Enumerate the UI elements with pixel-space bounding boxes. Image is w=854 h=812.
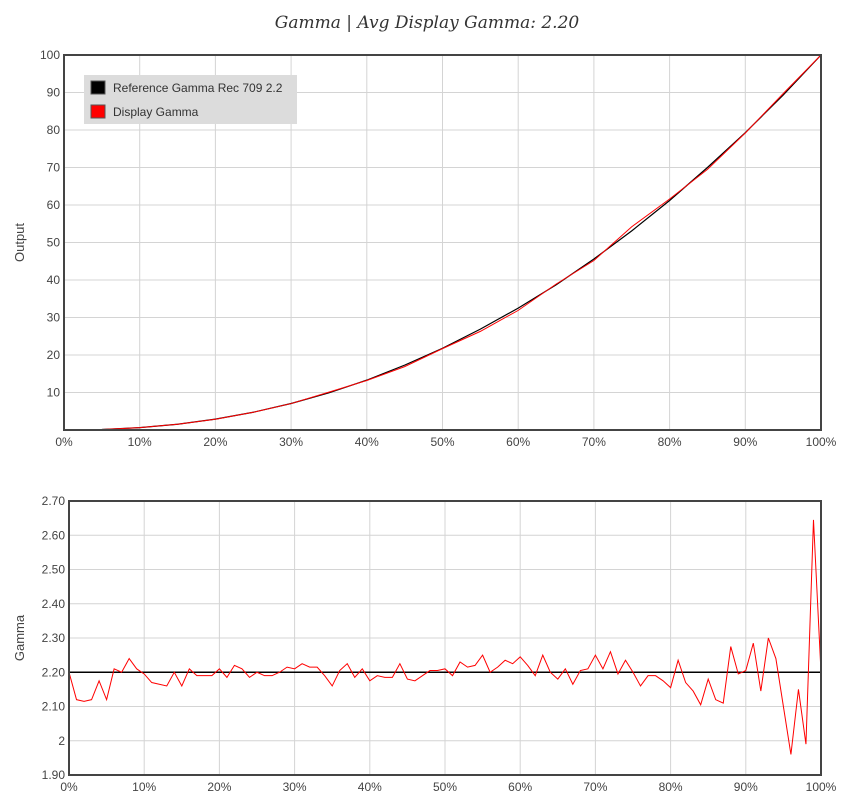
chart-title: Gamma | Avg Display Gamma: 2.20 — [275, 13, 580, 33]
output-x-tick-label: 100% — [806, 435, 837, 449]
gamma-x-tick-label: 0% — [60, 780, 78, 794]
output-x-tick-label: 10% — [128, 435, 152, 449]
gamma-y-tick-label: 2 — [58, 734, 65, 748]
gamma-y-tick-label: 2.30 — [42, 631, 66, 645]
output-x-tick-label: 20% — [203, 435, 227, 449]
legend-swatch-display — [90, 104, 106, 119]
display-gamma-line — [68, 519, 822, 755]
gamma-plot: 0% 10% 20% 30% 40% 50% 60% 70% 80% 90% 100% 1.90 2 2.… — [12, 494, 837, 794]
gamma-x-tick-label: 70% — [583, 780, 607, 794]
gamma-x-tick-label: 50% — [433, 780, 457, 794]
gamma-x-tick-label: 90% — [734, 780, 758, 794]
output-x-tick-label: 30% — [279, 435, 303, 449]
legend-label-reference: Reference Gamma Rec 709 2.2 — [113, 81, 283, 95]
output-y-tick-label: 50 — [47, 236, 61, 250]
output-x-tick-label: 0% — [55, 435, 73, 449]
display-gamma-line — [63, 54, 822, 431]
gamma-plot-border — [68, 500, 822, 776]
output-x-tick-label: 60% — [506, 435, 530, 449]
gamma-tick-labels: 0% 10% 20% 30% 40% 50% 60% 70% 80% 90% 100% 1.90 2 2.… — [42, 494, 837, 794]
gamma-y-tick-label: 2.60 — [42, 528, 66, 542]
output-y-tick-label: 10 — [47, 386, 61, 400]
gamma-y-tick-label: 2.20 — [42, 665, 66, 679]
output-x-tick-label: 40% — [355, 435, 379, 449]
output-y-tick-label: 90 — [47, 86, 61, 100]
gamma-series — [68, 519, 822, 755]
output-y-tick-label: 20 — [47, 348, 61, 362]
output-x-tick-label: 70% — [582, 435, 606, 449]
gamma-x-tick-label: 20% — [207, 780, 231, 794]
gamma-y-tick-label: 2.40 — [42, 597, 66, 611]
output-y-tick-label: 30 — [47, 311, 61, 325]
output-y-tick-label: 80 — [47, 123, 61, 137]
gamma-x-tick-label: 60% — [508, 780, 532, 794]
output-series — [63, 54, 822, 431]
gamma-x-tick-label: 100% — [806, 780, 837, 794]
output-x-tick-label: 90% — [733, 435, 757, 449]
gamma-y-tick-label: 2.70 — [42, 494, 66, 508]
gamma-x-tick-label: 10% — [132, 780, 156, 794]
legend: Reference Gamma Rec 709 2.2 Display Gamm… — [84, 75, 297, 124]
gamma-axis-label: Gamma — [12, 614, 27, 661]
output-y-tick-label: 70 — [47, 161, 61, 175]
output-y-tick-label: 60 — [47, 198, 61, 212]
output-tick-labels: 0% 10% 20% 30% 40% 50% 60% 70% 80% 90% 100% 10 20 30 4… — [40, 48, 837, 449]
gamma-x-tick-label: 40% — [358, 780, 382, 794]
legend-label-display: Display Gamma — [113, 105, 199, 119]
output-x-tick-label: 80% — [658, 435, 682, 449]
gamma-y-tick-label: 2.10 — [42, 700, 66, 714]
legend-box — [84, 75, 297, 124]
gamma-x-tick-label: 30% — [283, 780, 307, 794]
output-plot-border — [63, 54, 822, 431]
gamma-y-tick-label: 1.90 — [42, 768, 66, 782]
output-plot: 0% 10% 20% 30% 40% 50% 60% 70% 80% 90% 100% 10 20 30 4… — [12, 48, 837, 449]
output-axis-label: Output — [12, 223, 27, 262]
output-y-tick-label: 40 — [47, 273, 61, 287]
output-y-tick-label: 100 — [40, 48, 60, 62]
gamma-x-tick-label: 80% — [659, 780, 683, 794]
gamma-y-tick-label: 2.50 — [42, 563, 66, 577]
output-x-tick-label: 50% — [430, 435, 454, 449]
legend-swatch-reference — [90, 80, 106, 95]
